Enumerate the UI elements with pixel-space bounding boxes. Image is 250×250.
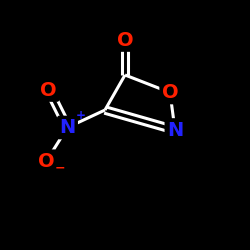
Text: −: − (55, 161, 65, 174)
Text: +: + (76, 109, 86, 122)
Text: O: O (162, 83, 178, 102)
Text: O: O (38, 152, 54, 171)
Text: N: N (167, 120, 183, 140)
Text: O: O (40, 80, 57, 100)
Text: O: O (117, 30, 133, 50)
Text: N: N (60, 118, 76, 137)
